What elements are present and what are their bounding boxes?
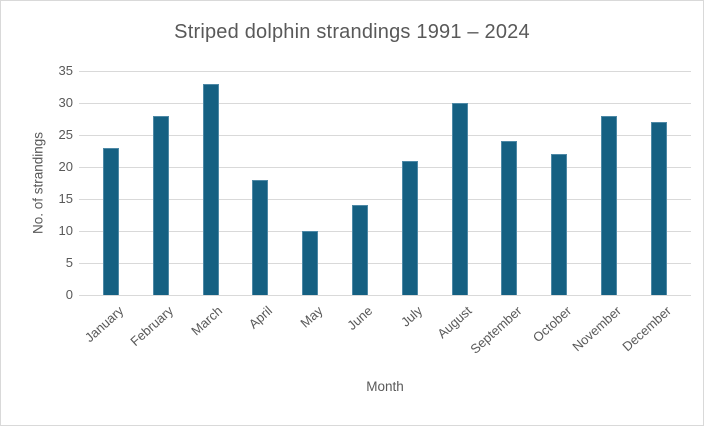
bar-october	[551, 154, 568, 295]
x-tick-label-december: December	[619, 303, 674, 355]
gridline-y-35	[79, 71, 691, 72]
bar-september	[501, 141, 518, 295]
y-tick-label-10: 10	[58, 223, 73, 238]
bar-january	[103, 147, 119, 295]
y-tick-label-30: 30	[58, 95, 73, 110]
x-tick-label-june: June	[344, 303, 376, 334]
gridline-y-20	[79, 167, 691, 168]
gridline-y-25	[79, 135, 691, 136]
bar-august	[451, 103, 468, 295]
x-tick-label-august: August	[434, 303, 475, 342]
y-tick-label-15: 15	[58, 191, 73, 206]
x-tick-label-may: May	[296, 303, 326, 331]
x-axis-title: Month	[366, 379, 404, 394]
y-tick-label-25: 25	[58, 127, 73, 142]
y-tick-label-5: 5	[65, 255, 73, 270]
y-tick-label-0: 0	[65, 287, 73, 302]
bar-april	[252, 179, 269, 295]
bar-february	[152, 115, 169, 295]
x-tick-label-january: January	[81, 303, 127, 346]
bar-december	[650, 122, 667, 295]
bar-july	[401, 160, 418, 295]
y-axis-title: No. of strandings	[30, 131, 46, 235]
x-tick-label-april: April	[246, 303, 276, 332]
gridline-y-30	[79, 103, 691, 104]
plot-area	[79, 71, 691, 296]
x-tick-label-september: September	[467, 303, 525, 357]
x-tick-label-july: July	[397, 303, 425, 330]
gridline-y-5	[79, 263, 691, 264]
x-tick-label-march: March	[188, 303, 226, 339]
y-tick-label-20: 20	[58, 159, 73, 174]
x-tick-label-november: November	[569, 303, 625, 355]
bar-may	[302, 231, 319, 295]
gridline-y-0	[79, 295, 691, 296]
bar-june	[352, 205, 368, 295]
chart-title: Striped dolphin strandings 1991 – 2024	[174, 21, 530, 43]
gridline-y-15	[79, 199, 691, 200]
gridline-y-10	[79, 231, 691, 232]
x-tick-label-october: October	[529, 303, 575, 346]
x-tick-label-february: February	[127, 303, 176, 349]
y-tick-label-35: 35	[58, 63, 73, 78]
bar-november	[601, 115, 617, 295]
bar-march	[202, 83, 219, 295]
